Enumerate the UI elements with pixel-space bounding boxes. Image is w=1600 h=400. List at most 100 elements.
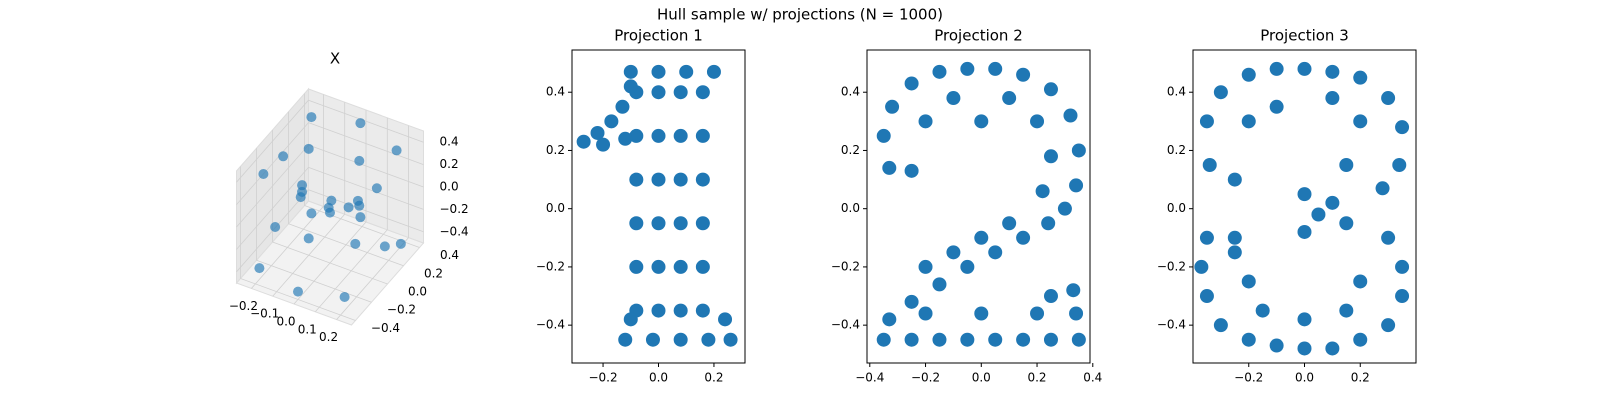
point	[1325, 195, 1340, 210]
grid-line	[308, 144, 424, 188]
y-tick-label: 0.2	[546, 143, 565, 157]
axes-frame	[866, 49, 1091, 364]
point	[1016, 332, 1031, 347]
point	[1199, 114, 1214, 129]
point	[1227, 245, 1242, 260]
point	[629, 259, 644, 274]
y-tick-label: 0.4	[841, 85, 860, 99]
point	[395, 238, 406, 249]
point	[651, 303, 666, 318]
point	[988, 61, 1003, 76]
point	[673, 128, 688, 143]
point	[618, 332, 633, 347]
point	[673, 303, 688, 318]
y-tick-label: −0.4	[371, 321, 400, 335]
point	[1227, 172, 1242, 187]
z-tick-label: 0.0	[440, 180, 459, 194]
point	[904, 332, 919, 347]
point	[1297, 312, 1312, 327]
z-tick-label: 0.4	[440, 135, 459, 149]
point	[1241, 67, 1256, 82]
x-tick-label: 0.0	[649, 371, 668, 385]
y-tick-label: 0.0	[1167, 201, 1186, 215]
x-tick-label: 0.2	[1351, 371, 1370, 385]
grid-line	[308, 167, 424, 210]
point	[876, 332, 891, 347]
point	[960, 332, 975, 347]
point	[326, 195, 337, 206]
x-tick-label: 0.0	[276, 315, 295, 329]
point	[695, 128, 710, 143]
point	[1325, 91, 1340, 106]
point	[1353, 274, 1368, 289]
point	[1392, 158, 1407, 173]
point	[1395, 289, 1410, 304]
x-tick-label: −0.4	[855, 371, 884, 385]
x-tick-label: −0.2	[229, 299, 258, 313]
point	[1311, 207, 1326, 222]
point	[1035, 184, 1050, 199]
point	[1199, 230, 1214, 245]
point	[1241, 332, 1256, 347]
point	[1030, 306, 1045, 321]
point	[1255, 303, 1270, 318]
axes-title: Projection 3	[1260, 27, 1348, 45]
grid-line	[288, 223, 404, 267]
grid-line	[308, 99, 424, 143]
point	[1057, 201, 1072, 216]
y-tick-label: 0.0	[546, 201, 565, 215]
point	[1002, 91, 1017, 106]
point	[882, 160, 897, 175]
point	[297, 180, 308, 191]
x-tick-label: 0.4	[1083, 371, 1102, 385]
point	[1069, 306, 1084, 321]
point	[1353, 332, 1368, 347]
grid-line	[256, 259, 372, 303]
point	[1043, 289, 1058, 304]
point	[651, 64, 666, 79]
point	[946, 245, 961, 260]
point	[590, 125, 605, 140]
point	[629, 216, 644, 231]
point	[258, 168, 269, 179]
point	[1325, 341, 1340, 356]
point	[303, 143, 314, 154]
point	[1381, 91, 1396, 106]
point	[1375, 181, 1390, 196]
axes-title: Projection 2	[934, 27, 1022, 45]
point	[946, 91, 961, 106]
point	[673, 216, 688, 231]
y-tick-label: −0.4	[831, 318, 860, 332]
point	[695, 303, 710, 318]
point	[1213, 85, 1228, 100]
point	[343, 202, 354, 213]
point	[1241, 114, 1256, 129]
point	[673, 172, 688, 187]
point	[1069, 178, 1084, 193]
point	[1016, 230, 1031, 245]
point	[1202, 158, 1217, 173]
axes-title: X	[330, 50, 340, 68]
point	[391, 145, 402, 156]
point	[904, 76, 919, 91]
x-tick-label: 0.1	[298, 322, 317, 336]
point	[1071, 332, 1086, 347]
point	[303, 233, 314, 244]
point	[651, 128, 666, 143]
point	[974, 230, 989, 245]
point	[293, 286, 303, 297]
y-tick-label: 0.2	[1167, 143, 1186, 157]
y-tick-label: 0.4	[440, 248, 459, 262]
grid-line	[308, 189, 424, 233]
point	[278, 151, 289, 162]
point	[1395, 120, 1410, 135]
point	[918, 114, 933, 129]
point	[1297, 61, 1312, 76]
point	[1339, 216, 1354, 231]
point	[615, 99, 630, 114]
point	[1227, 230, 1242, 245]
y-tick-label: 0.0	[408, 285, 427, 299]
point	[718, 312, 733, 327]
point	[1002, 216, 1017, 231]
point	[673, 332, 688, 347]
